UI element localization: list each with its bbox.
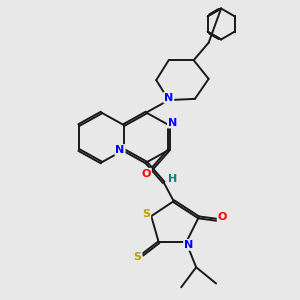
Text: N: N xyxy=(116,145,125,155)
Text: N: N xyxy=(184,240,193,250)
Text: H: H xyxy=(168,174,177,184)
Text: O: O xyxy=(142,169,151,179)
Text: S: S xyxy=(134,252,142,262)
Text: O: O xyxy=(218,212,227,222)
Text: N: N xyxy=(164,93,173,103)
Text: S: S xyxy=(142,208,150,219)
Text: N: N xyxy=(168,118,177,128)
